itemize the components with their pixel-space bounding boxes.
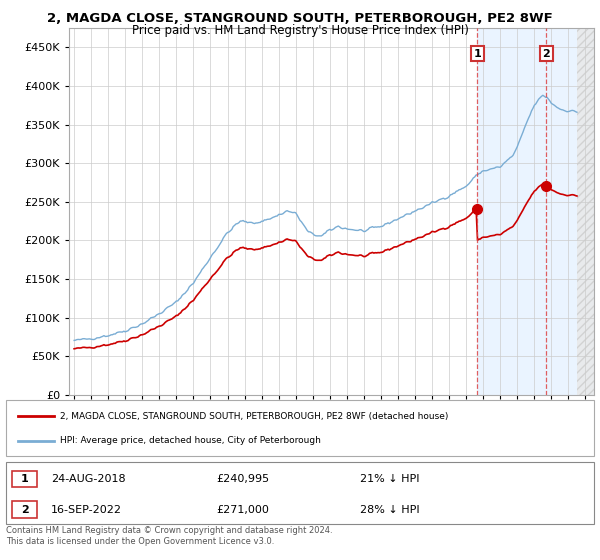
Text: £271,000: £271,000	[216, 505, 269, 515]
Text: 2, MAGDA CLOSE, STANGROUND SOUTH, PETERBOROUGH, PE2 8WF (detached house): 2, MAGDA CLOSE, STANGROUND SOUTH, PETERB…	[60, 412, 448, 421]
Text: HPI: Average price, detached house, City of Peterborough: HPI: Average price, detached house, City…	[60, 436, 321, 445]
Text: 16-SEP-2022: 16-SEP-2022	[51, 505, 122, 515]
Text: 28% ↓ HPI: 28% ↓ HPI	[360, 505, 419, 515]
Text: 21% ↓ HPI: 21% ↓ HPI	[360, 474, 419, 484]
Text: 2, MAGDA CLOSE, STANGROUND SOUTH, PETERBOROUGH, PE2 8WF: 2, MAGDA CLOSE, STANGROUND SOUTH, PETERB…	[47, 12, 553, 25]
Text: 1: 1	[473, 49, 481, 59]
Text: 2: 2	[21, 505, 28, 515]
Text: Price paid vs. HM Land Registry's House Price Index (HPI): Price paid vs. HM Land Registry's House …	[131, 24, 469, 36]
Text: 2: 2	[542, 49, 550, 59]
Text: 24-AUG-2018: 24-AUG-2018	[51, 474, 125, 484]
Text: 1: 1	[21, 474, 28, 484]
Bar	[577, 28, 594, 395]
Text: £240,995: £240,995	[216, 474, 269, 484]
Bar	[477, 28, 594, 395]
Text: Contains HM Land Registry data © Crown copyright and database right 2024.
This d: Contains HM Land Registry data © Crown c…	[6, 526, 332, 546]
